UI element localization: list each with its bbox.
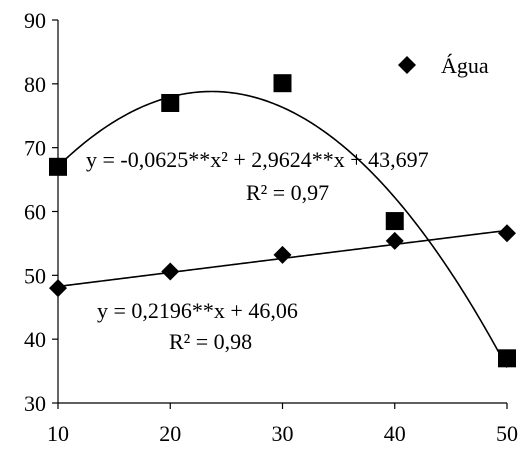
square-data-point: [498, 349, 516, 368]
linear-equation-label: y = 0,2196**x + 46,06: [97, 298, 298, 323]
legend-label: Água: [441, 53, 489, 78]
annotations: y = -0,0625**x² + 2,9624**x + 43,697 R² …: [86, 147, 429, 354]
quadratic-equation-label: y = -0,0625**x² + 2,9624**x + 43,697: [86, 147, 429, 172]
x-tick-label: 20: [159, 421, 181, 446]
diamond-data-point: [161, 262, 180, 281]
y-tick-label: 70: [24, 136, 46, 161]
x-tick-label: 40: [384, 421, 406, 446]
y-tick-label: 80: [24, 72, 46, 97]
square-data-point: [273, 74, 292, 93]
square-data-point: [161, 93, 180, 112]
diamond-data-point: [498, 224, 516, 243]
legend-diamond-marker: [398, 56, 416, 74]
diamond-data-point: [385, 231, 404, 250]
legend: Água: [398, 53, 489, 78]
ticks: 30 40 50 60 70 80 90 10 20 30 40 50: [24, 8, 518, 446]
y-tick-label: 50: [24, 263, 46, 288]
square-data-point: [385, 212, 404, 231]
y-tick-label: 40: [24, 327, 46, 352]
y-tick-label: 30: [24, 391, 46, 416]
y-tick-label: 60: [24, 200, 46, 225]
quadratic-r2-label: R² = 0,97: [246, 180, 329, 205]
square-data-point: [49, 157, 67, 176]
x-tick-label: 50: [496, 421, 518, 446]
data-points: [49, 74, 516, 368]
square-series-trend-line: [57, 90, 508, 368]
linear-r2-label: R² = 0,98: [169, 329, 252, 354]
diamond-data-point: [49, 279, 67, 298]
x-tick-label: 30: [272, 421, 294, 446]
x-tick-label: 10: [47, 421, 69, 446]
diamond-data-point: [273, 245, 292, 264]
y-tick-label: 90: [24, 8, 46, 33]
trend-lines: [57, 90, 508, 368]
